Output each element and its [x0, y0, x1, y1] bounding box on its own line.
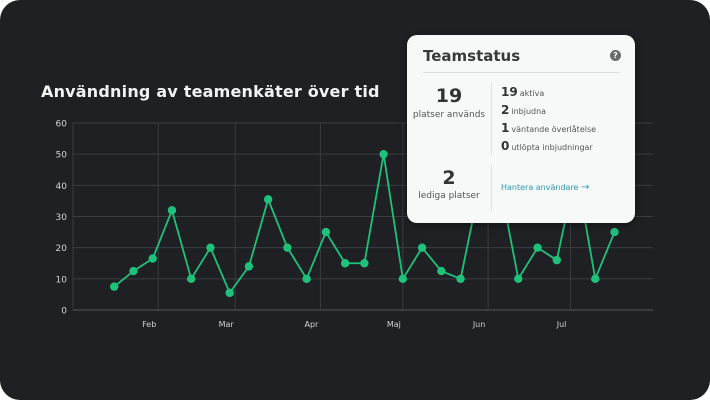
free-seats-label: lediga platser — [418, 191, 480, 201]
stat-active: 19 aktiva — [501, 85, 545, 99]
data-point — [110, 282, 119, 291]
data-point — [244, 262, 254, 271]
data-point — [514, 274, 523, 284]
data-point — [340, 259, 350, 268]
data-point — [379, 149, 388, 159]
y-tick-label: 20 — [56, 244, 68, 254]
x-tick-label: Jul — [556, 320, 567, 329]
data-point — [437, 266, 446, 276]
team-status-card: Teamstatus ? 19 platser används 2 lediga… — [407, 35, 635, 223]
x-tick-label: Apr — [304, 320, 319, 329]
arrow-right-icon: → — [581, 182, 590, 193]
y-tick-label: 30 — [56, 213, 68, 223]
card-title: Teamstatus — [423, 47, 521, 65]
free-seats-value: 2 — [442, 167, 456, 189]
y-tick-label: 0 — [61, 307, 67, 317]
data-point — [360, 259, 369, 268]
x-tick-label: Mar — [219, 320, 235, 329]
data-point — [533, 243, 542, 252]
data-point — [225, 288, 234, 298]
y-tick-label: 50 — [56, 151, 68, 161]
data-point — [302, 274, 311, 284]
manage-users-link[interactable]: Hantera användare → — [501, 182, 590, 193]
data-point — [148, 254, 157, 263]
data-point — [167, 206, 177, 215]
used-seats-value: 19 — [435, 85, 463, 107]
question-circle-icon[interactable]: ? — [610, 50, 621, 61]
data-point — [456, 274, 465, 284]
y-tick-label: 40 — [56, 182, 68, 192]
data-point — [610, 227, 619, 237]
divider — [491, 165, 492, 211]
data-point — [263, 195, 273, 204]
data-point — [129, 266, 138, 276]
stat-invited: 2 inbjudna — [501, 103, 547, 117]
data-point — [417, 243, 427, 252]
x-tick-label: Maj — [387, 320, 401, 329]
y-tick-label: 60 — [56, 120, 68, 130]
data-point — [283, 243, 292, 252]
x-tick-label: Feb — [142, 320, 156, 329]
data-point — [206, 243, 215, 252]
data-point — [398, 274, 408, 284]
data-point — [591, 274, 600, 284]
data-point — [552, 255, 561, 265]
divider — [423, 72, 619, 73]
data-point — [321, 227, 331, 237]
chart-title: Användning av teamenkäter över tid — [41, 82, 380, 101]
data-point — [186, 274, 196, 284]
y-tick-label: 10 — [56, 275, 68, 285]
used-seats-label: platser används — [412, 110, 486, 120]
stat-pending-transfer: 1 väntande överlåtelse — [501, 121, 597, 135]
stat-expired-invites: 0 utlöpta inbjudningar — [501, 139, 593, 153]
x-tick-label: Jun — [472, 320, 486, 329]
divider — [491, 83, 492, 155]
